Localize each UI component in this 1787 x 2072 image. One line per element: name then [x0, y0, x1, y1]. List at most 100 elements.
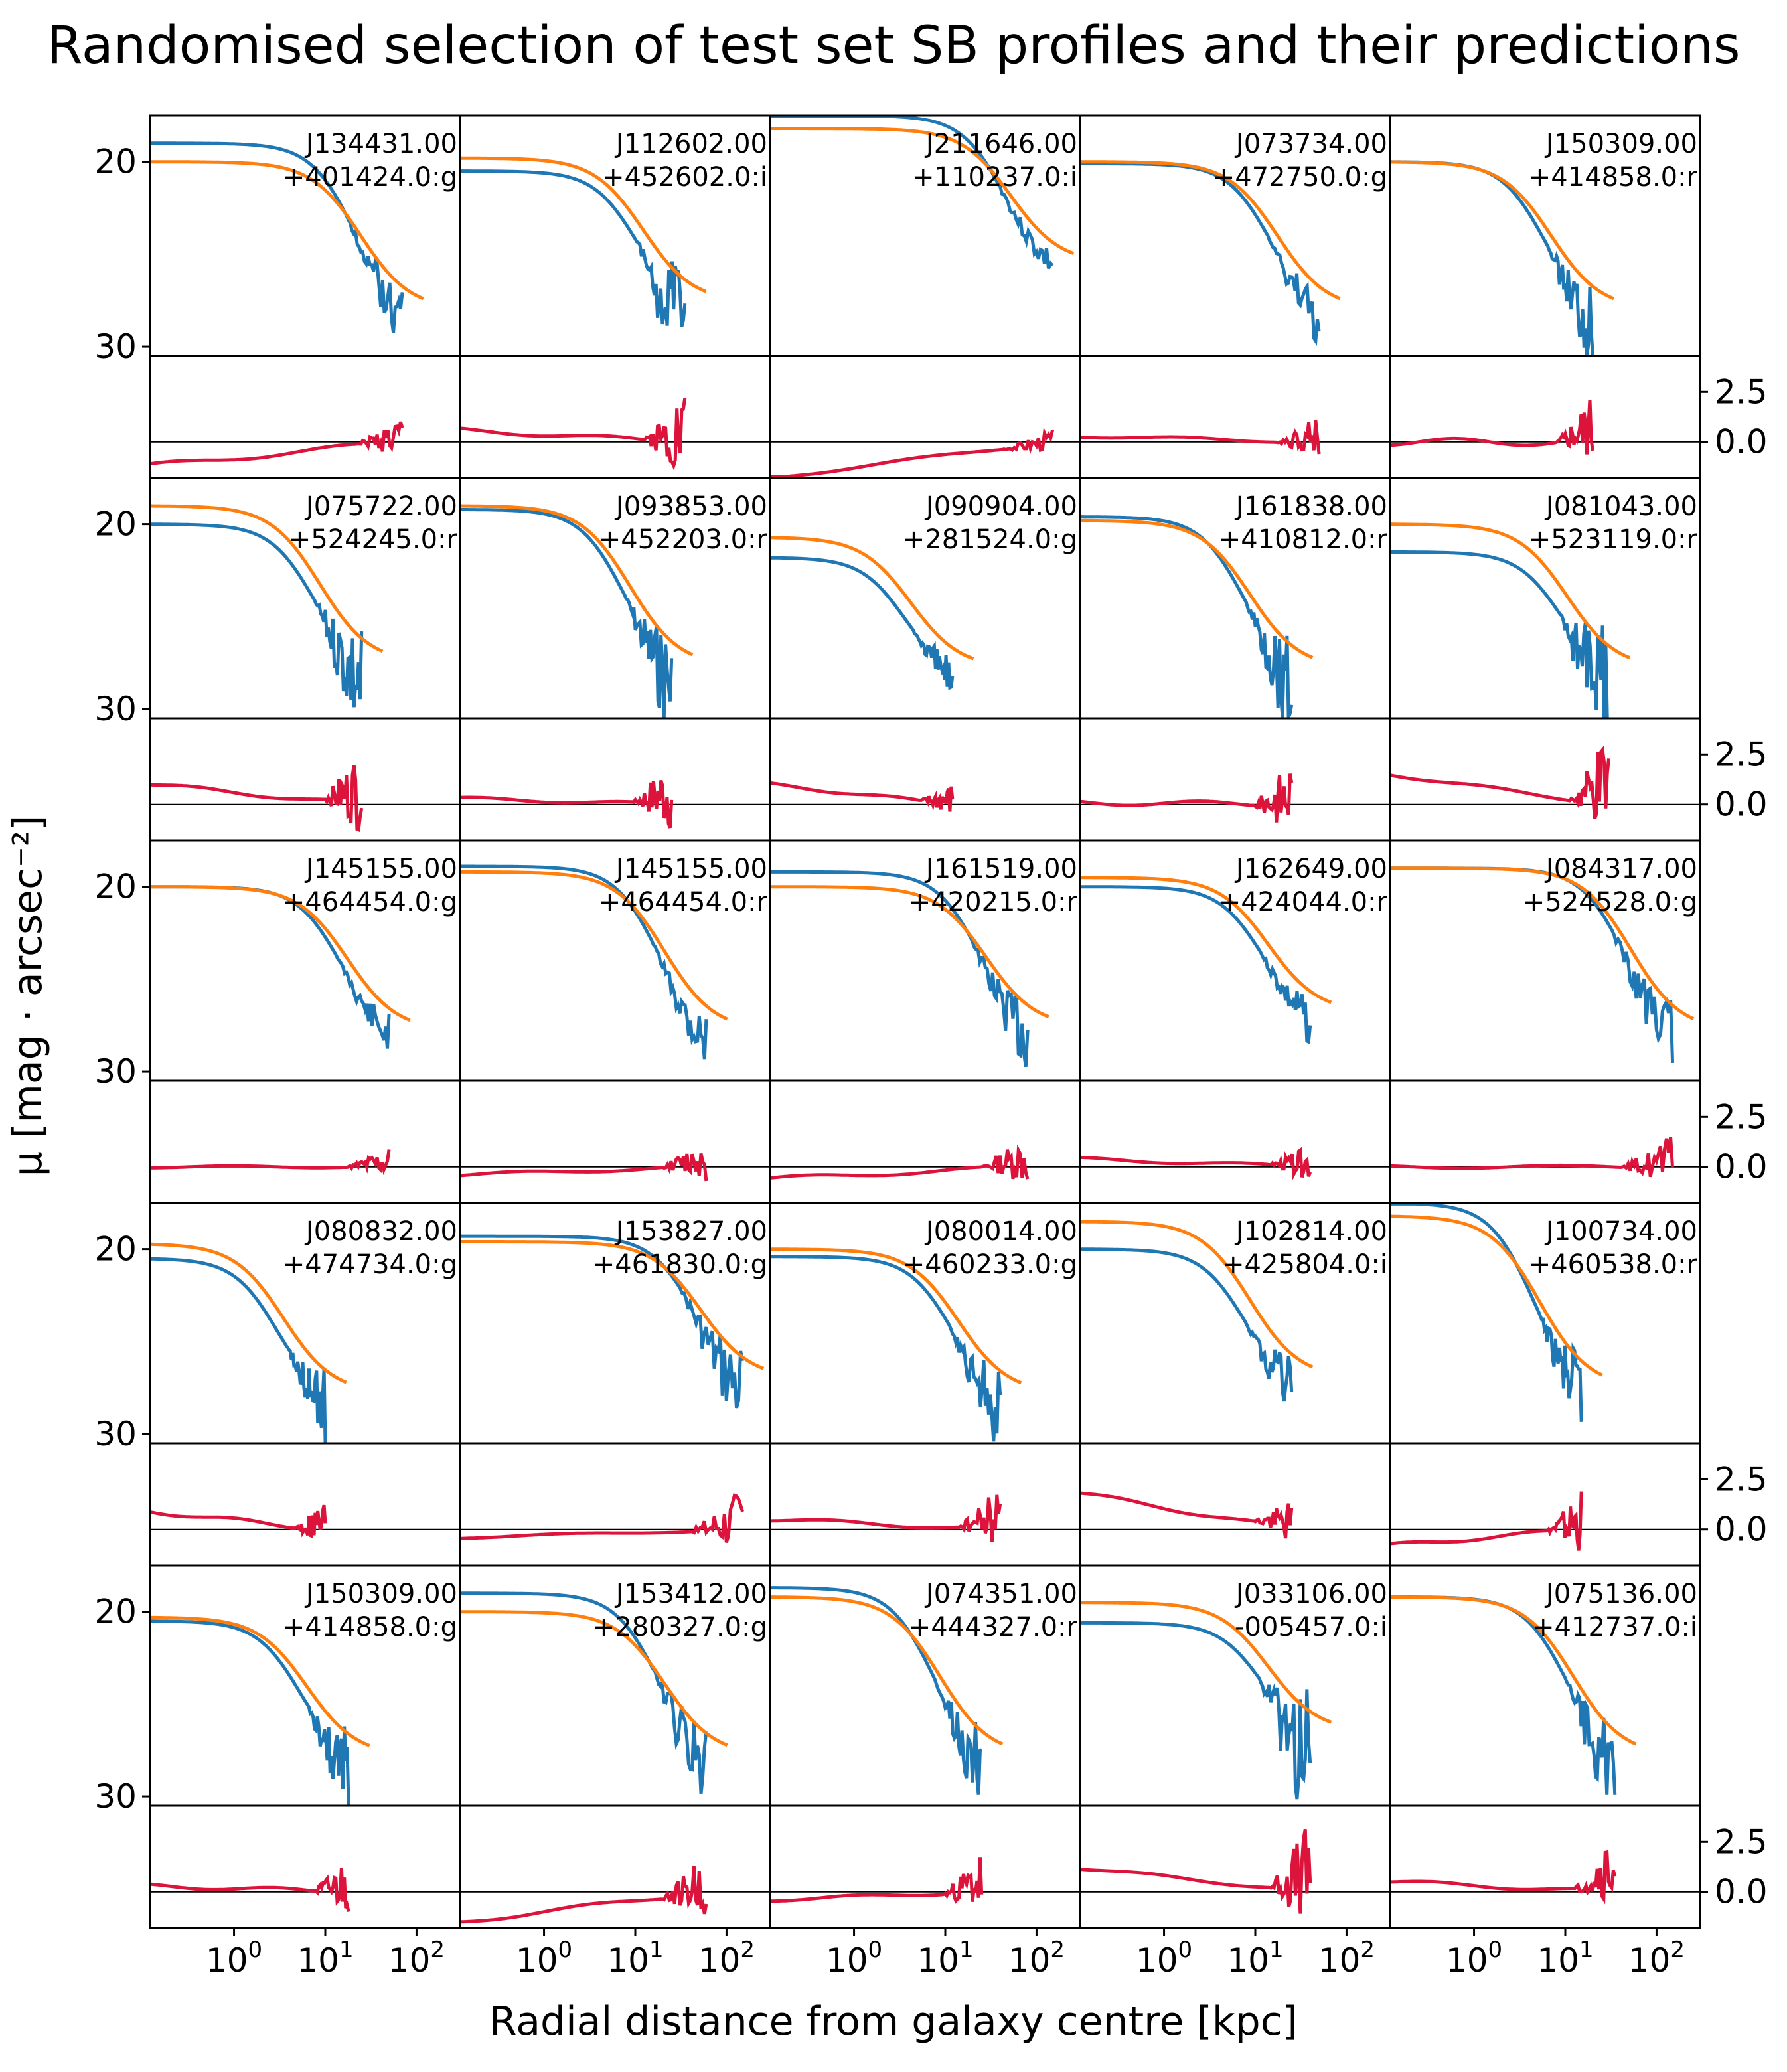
residual-line: [459, 779, 674, 829]
predicted-profile-line: [460, 1240, 765, 1370]
observed-profile-line: [769, 556, 955, 690]
observed-profile-line: [460, 169, 687, 327]
observed-profile-line: [460, 864, 708, 1060]
x-tick-label: 100: [1136, 1937, 1192, 1980]
galaxy-id-line2: +461830.0:g: [593, 1249, 767, 1280]
galaxy-id-line2: +452203.0:r: [599, 524, 768, 555]
predicted-profile-line: [1080, 1220, 1314, 1369]
galaxy-id-line1: J075722.00: [304, 491, 457, 522]
galaxy-id-line1: J161519.00: [924, 854, 1077, 884]
panel: J145155.00+464454.0:r: [459, 839, 771, 1204]
predicted-profile-line: [1080, 518, 1314, 659]
x-tick-label: 101: [297, 1937, 353, 1980]
residual-tick-label: 0.0: [1715, 785, 1768, 824]
residual-axes-frame: [459, 1079, 771, 1204]
galaxy-id-line1: J080832.00: [304, 1216, 457, 1247]
panel: J134431.00+401424.0:g 20 30: [94, 114, 461, 479]
residual-line: [150, 765, 364, 833]
galaxy-id-line2: -005457.0:i: [1235, 1612, 1387, 1642]
panel: J161838.00+410812.0:r: [1079, 477, 1391, 842]
x-tick-label: 102: [698, 1937, 755, 1980]
panel: J084317.00+524528.0:g 2.5 0.0: [1389, 839, 1768, 1204]
predicted-profile-line: [770, 1595, 1004, 1746]
y-tick-label: 20: [94, 1593, 137, 1631]
galaxy-id-line2: +464454.0:r: [599, 887, 768, 917]
predicted-profile-line: [769, 885, 1049, 1018]
residual-axes-frame: [1389, 1442, 1701, 1567]
panel: J150309.00+414858.0:g 20 30 100 101 102: [94, 1564, 461, 1980]
predicted-profile-line: [770, 127, 1075, 256]
panel: J074351.00+444327.0:r 100 101 102: [769, 1564, 1081, 1980]
panel: J081043.00+523119.0:r 2.5 0.0: [1389, 477, 1768, 842]
panel: J102814.00+425804.0:i: [1079, 1202, 1391, 1567]
galaxy-id-line2: +280327.0:g: [593, 1612, 767, 1642]
observed-profile-line: [150, 1619, 350, 1805]
residual-line: [1079, 773, 1294, 823]
residual-axes-frame: [149, 1804, 461, 1929]
y-tick-label: 20: [94, 505, 137, 544]
residual-axes-frame: [769, 717, 1081, 842]
observed-profile-line: [460, 508, 674, 718]
residual-axes-frame: [1389, 355, 1701, 479]
galaxy-id-line2: +524245.0:r: [289, 524, 458, 555]
galaxy-id-line1: J153412.00: [614, 1579, 767, 1609]
galaxy-id-line2: +414858.0:g: [283, 1612, 457, 1642]
galaxy-id-line1: J090904.00: [924, 491, 1077, 522]
galaxy-id-line1: J073734.00: [1234, 129, 1387, 159]
galaxy-id-line2: +412737.0:i: [1532, 1612, 1697, 1642]
predicted-profile-line: [150, 1242, 347, 1384]
residual-line: [459, 1866, 708, 1924]
residual-line: [1079, 1491, 1294, 1539]
galaxy-id-line1: J093853.00: [614, 491, 767, 522]
observed-profile-line: [1080, 1621, 1312, 1800]
x-tick-label: 101: [1227, 1937, 1283, 1980]
x-tick-label: 102: [1318, 1937, 1375, 1980]
y-tick-label: 30: [94, 327, 137, 366]
residual-tick-label: 0.0: [1715, 1510, 1768, 1549]
galaxy-id-line2: +524528.0:g: [1523, 887, 1697, 917]
residual-axes-frame: [1079, 1804, 1391, 1929]
x-axis-label: Radial distance from galaxy centre [kpc]: [489, 1998, 1298, 2045]
galaxy-id-line2: +410812.0:r: [1219, 524, 1388, 555]
observed-profile-line: [1080, 1247, 1294, 1402]
observed-profile-line: [1390, 550, 1609, 720]
galaxy-id-line2: +420215.0:r: [909, 887, 1078, 917]
residual-line: [150, 1149, 391, 1176]
galaxy-id-line1: J150309.00: [304, 1579, 457, 1609]
x-tick-label: 100: [206, 1937, 262, 1980]
panel: J075722.00+524245.0:r 20 30: [94, 477, 461, 842]
x-tick-label: 101: [917, 1937, 973, 1980]
residual-axes-frame: [149, 1079, 461, 1204]
residual-tick-label: 2.5: [1715, 735, 1768, 773]
residual-tick-label: 2.5: [1715, 1460, 1768, 1498]
observed-profile-line: [770, 1586, 983, 1795]
galaxy-id-line1: J084317.00: [1544, 854, 1697, 884]
galaxy-id-line1: J134431.00: [304, 129, 457, 159]
observed-profile-line: [770, 1255, 1002, 1442]
galaxy-id-line1: J153827.00: [614, 1216, 767, 1247]
panel: J162649.00+424044.0:r: [1079, 839, 1391, 1204]
residual-line: [149, 1867, 350, 1913]
residual-axes-frame: [1389, 1079, 1701, 1204]
observed-profile-line: [460, 1591, 708, 1794]
predicted-profile-line: [460, 504, 694, 657]
residual-axes-frame: [459, 1442, 771, 1567]
panel-grid: J134431.00+401424.0:g 20 30 J112602.00+4526…: [94, 114, 1768, 1980]
predicted-profile-line: [460, 870, 728, 1021]
panel: J093853.00+452203.0:r: [459, 477, 771, 842]
residual-line: [1389, 1850, 1617, 1905]
galaxy-id-line1: J161838.00: [1234, 491, 1387, 522]
observed-profile-line: [150, 1257, 327, 1443]
y-tick-label: 20: [94, 868, 137, 906]
panel: J145155.00+464454.0:g 20 30: [94, 839, 461, 1204]
predicted-profile-line: [770, 536, 974, 661]
galaxy-id-line2: +464454.0:g: [283, 887, 457, 917]
galaxy-id-line2: +414858.0:r: [1529, 162, 1698, 193]
residual-axes-frame: [1079, 1079, 1391, 1204]
residual-line: [1079, 1147, 1312, 1180]
panel: J153412.00+280327.0:g 100 101 102: [459, 1564, 771, 1980]
residual-line: [149, 421, 404, 466]
galaxy-id-line2: +460538.0:r: [1529, 1249, 1698, 1280]
predicted-profile-line: [149, 1615, 370, 1747]
